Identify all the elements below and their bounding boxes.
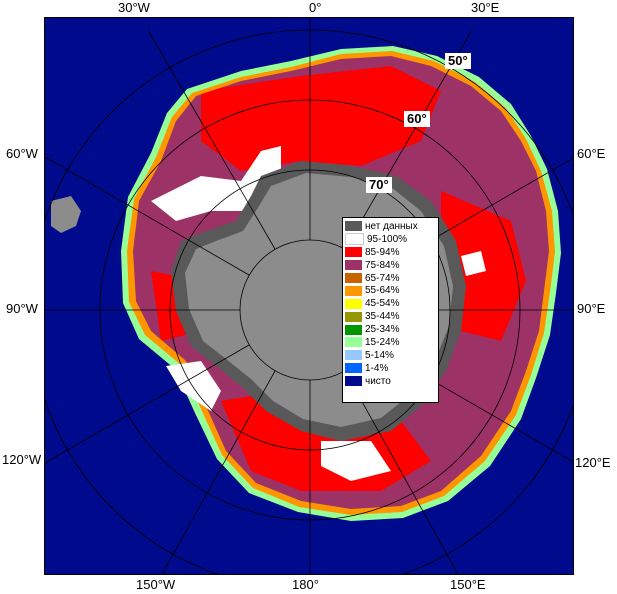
graticule [45,18,573,574]
legend-swatch [345,363,362,374]
legend-label: чисто [365,375,391,387]
ice-white-east [461,251,486,276]
legend-label: 35-44% [365,311,400,323]
map-frame: 50° 60° 70° [44,17,574,575]
sea-ice-map [45,18,573,574]
lon-label-120e: 120°E [575,455,611,470]
ice-white-ross [321,441,391,481]
legend-label: 65-74% [365,272,400,284]
ice-white-amundsen [166,361,221,411]
legend-label: 95-100% [367,233,408,245]
meridian-150w [161,370,276,574]
lat-label-60: 60° [404,111,430,127]
meridian-30w [147,29,276,250]
lat-label-50: 50° [445,53,471,69]
legend-label: 5-14% [365,349,394,361]
lon-label-150w: 150°W [136,577,176,592]
legend-swatch [345,233,364,246]
legend-label: нет данных [365,220,418,232]
legend-item: 75-84% [345,259,436,272]
south-america-land [51,196,81,233]
legend-item: 95-100% [345,233,436,246]
legend-item: 15-24% [345,336,436,349]
legend-item: чисто [345,375,436,388]
legend-swatch [345,311,362,322]
lon-label-60e: 60°E [577,146,606,161]
lon-label-30w: 30°W [118,0,150,15]
legend-swatch [345,285,362,296]
legend-item: 5-14% [345,349,436,362]
legend-label: 45-54% [365,298,400,310]
legend-item: 45-54% [345,297,436,310]
legend-swatch [345,298,362,309]
legend-label: 15-24% [365,336,400,348]
lon-label-30e: 30°E [471,0,500,15]
legend-item: 55-64% [345,284,436,297]
lon-label-90e: 90°E [577,301,606,316]
lon-label-0: 0° [309,0,322,15]
lon-label-90w: 90°W [6,301,38,316]
lon-label-150e: 150°E [450,577,486,592]
legend-swatch [345,337,362,348]
legend-label: 85-94% [365,246,400,258]
legend-label: 75-84% [365,259,400,271]
meridian-120w [45,344,250,464]
lon-label-180: 180° [292,577,319,592]
legend-item: 1-4% [345,362,436,375]
legend-swatch [345,260,362,271]
legend-swatch [345,273,362,283]
legend-item: 65-74% [345,272,436,285]
legend-item: нет данных [345,220,436,233]
legend-item: 35-44% [345,310,436,323]
legend-label: 55-64% [365,285,400,297]
lon-label-120w: 120°W [2,452,42,467]
ice-red-weddell [201,66,441,171]
lon-label-60w: 60°W [6,146,38,161]
legend-swatch [345,376,362,387]
legend-label: 25-34% [365,324,400,336]
meridian-60w [45,156,250,276]
legend-label: 1-4% [365,362,389,374]
legend-swatch [345,221,362,232]
meridian-150e [344,370,459,574]
legend-swatch [345,247,362,258]
lat-label-70: 70° [366,177,392,193]
legend-item: 85-94% [345,246,436,259]
legend-swatch [345,350,362,361]
legend-item: 25-34% [345,323,436,336]
legend: нет данных 95-100% 85-94% 75-84% 65-74% 55-64… [342,217,439,403]
legend-swatch [345,324,362,335]
